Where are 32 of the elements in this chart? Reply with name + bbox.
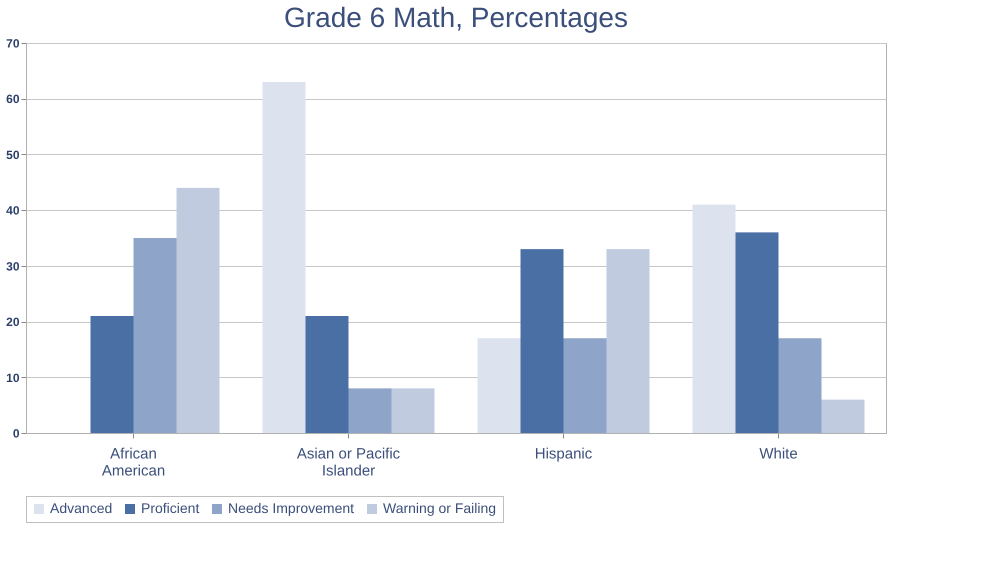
- bar: [262, 82, 306, 433]
- bar: [822, 400, 864, 433]
- bar: [348, 388, 392, 433]
- y-tick-label: 30: [6, 259, 20, 274]
- x-tick-label: White: [759, 446, 798, 462]
- y-tick-label: 70: [6, 36, 20, 50]
- x-tick-label: Asian or Pacific Islander: [296, 446, 401, 480]
- legend-label: Proficient: [141, 500, 200, 516]
- y-tick-label: 50: [6, 148, 20, 162]
- y-tick-label: 60: [6, 92, 20, 106]
- bar: [134, 238, 176, 433]
- y-tick-label: 0: [12, 426, 20, 440]
- bar: [692, 204, 736, 433]
- y-tick-label: 10: [6, 370, 20, 385]
- bar: [736, 232, 778, 433]
- bar: [176, 188, 220, 433]
- y-tick-label: 20: [6, 315, 20, 330]
- bar: [520, 249, 564, 433]
- bar: [392, 388, 434, 433]
- bar: [90, 316, 134, 433]
- bar: [564, 338, 606, 433]
- chart-title: Grade 6 Math, Percentages: [284, 2, 628, 33]
- legend-label: Warning or Failing: [383, 500, 496, 516]
- bar: [778, 338, 822, 433]
- y-tick-label: 40: [6, 204, 20, 218]
- legend-label: Advanced: [50, 500, 112, 516]
- bar: [478, 338, 520, 433]
- x-tick-label: Hispanic: [534, 446, 593, 462]
- x-tick-label: African American: [102, 446, 166, 480]
- legend-label: Needs Improvement: [228, 500, 354, 516]
- bar: [306, 316, 348, 433]
- bar: [606, 249, 650, 433]
